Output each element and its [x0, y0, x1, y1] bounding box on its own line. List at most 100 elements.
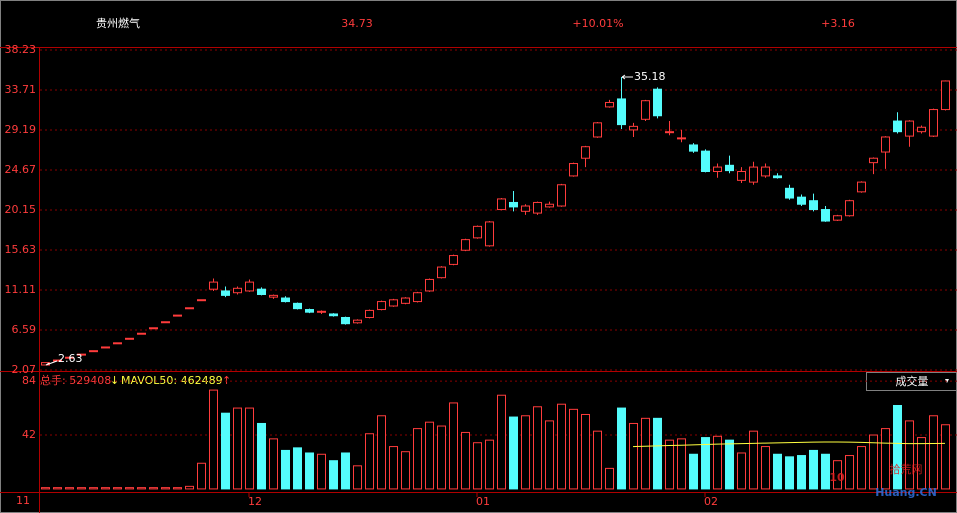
volume-bar	[413, 428, 422, 490]
volume-tick-label: 84	[22, 374, 36, 387]
volume-bar	[137, 487, 146, 490]
volume-bar	[269, 438, 278, 490]
volume-bar	[161, 487, 170, 490]
candle-body	[749, 166, 758, 183]
volume-bar	[509, 416, 518, 490]
volume-bar	[425, 421, 434, 490]
candle-body	[305, 309, 314, 313]
candle-body	[269, 294, 278, 298]
volume-total-arrow: ↓	[110, 374, 119, 387]
candle-body	[473, 225, 482, 239]
candle-body	[797, 196, 806, 205]
volume-bar	[173, 487, 182, 490]
volume-bar	[773, 453, 782, 490]
volume-bar	[557, 403, 566, 490]
y-tick-label: 24.67	[5, 163, 37, 176]
candle-body	[245, 281, 254, 292]
candle-body	[89, 350, 98, 353]
low-label: 2.63	[58, 352, 83, 365]
volume-bar	[629, 422, 638, 490]
candle-body	[485, 221, 494, 247]
volume-bar	[185, 485, 194, 490]
ma-legend: MAVOL50: 462489	[121, 374, 223, 387]
candle-body	[257, 288, 266, 295]
volume-bar	[461, 431, 470, 490]
y-tick-label: 15.63	[5, 243, 37, 256]
volume-bar	[761, 446, 770, 490]
volume-bar	[245, 407, 254, 490]
volume-bar	[917, 437, 926, 490]
candle-body	[113, 342, 122, 345]
volume-bar	[341, 452, 350, 490]
volume-bar	[521, 415, 530, 490]
volume-bar	[857, 446, 866, 490]
last-price: 34.73	[341, 17, 373, 30]
volume-bar	[389, 446, 398, 490]
volume-bar	[533, 406, 542, 490]
indicator-name[interactable]: 成交量	[896, 374, 929, 388]
low-pointer	[45, 360, 58, 366]
chart-title: 贵州燃气	[96, 16, 140, 30]
volume-bar	[353, 465, 362, 490]
candle-body	[365, 309, 374, 318]
volume-total: 总手: 529408	[40, 373, 111, 387]
dropdown-arrow[interactable]	[945, 379, 949, 383]
volume-bar	[869, 434, 878, 490]
candle-body	[893, 120, 902, 133]
watermark-logo: 10	[829, 471, 845, 484]
volume-bar	[701, 437, 710, 490]
candle-body	[413, 292, 422, 303]
candle-body	[317, 310, 326, 313]
candle-body	[125, 337, 134, 340]
volume-bar	[749, 430, 758, 490]
candle-body	[605, 101, 614, 108]
candle-body	[941, 80, 950, 111]
candle-body	[725, 164, 734, 172]
candle-body	[929, 109, 938, 137]
volume-bar	[581, 413, 590, 490]
candle-body	[857, 181, 866, 193]
volume-bar	[569, 408, 578, 490]
candle-body	[869, 157, 878, 164]
volume-bar	[377, 415, 386, 490]
volume-bar	[113, 487, 122, 490]
candle-body	[533, 201, 542, 214]
candle-body	[809, 200, 818, 211]
candle-body	[437, 266, 446, 279]
volume-unit: 11	[16, 494, 30, 507]
candle-body	[137, 332, 146, 335]
volume-bar	[401, 451, 410, 490]
candle-body	[665, 131, 674, 134]
candle-body	[233, 287, 242, 294]
candle-body	[497, 198, 506, 211]
volume-bar	[725, 439, 734, 490]
y-tick-label: 20.15	[5, 203, 37, 216]
candle-body	[905, 120, 914, 137]
candle-body	[545, 203, 554, 208]
high-label: 35.18	[634, 70, 666, 83]
volume-bar	[941, 424, 950, 490]
volume-bar	[605, 467, 614, 490]
candle-body	[221, 290, 230, 296]
volume-bar	[293, 447, 302, 490]
volume-bar	[653, 417, 662, 490]
volume-bar	[65, 487, 74, 490]
candle-body	[521, 205, 530, 212]
candle-body	[77, 353, 86, 356]
candle-body	[449, 255, 458, 265]
volume-bar	[809, 449, 818, 490]
watermark: 10 拾荒网 Huang.CN	[829, 462, 936, 499]
volume-bar	[125, 487, 134, 490]
candle-body	[161, 321, 170, 324]
ma-arrow: ↑	[222, 374, 231, 387]
volume-bar	[797, 455, 806, 490]
volume-bar	[329, 460, 338, 490]
volume-bar	[665, 439, 674, 490]
change-pct: +10.01%	[572, 17, 623, 30]
volume-bar	[929, 415, 938, 490]
volume-bar	[497, 394, 506, 490]
candle-body	[65, 356, 74, 359]
watermark-url: Huang.CN	[875, 486, 937, 499]
